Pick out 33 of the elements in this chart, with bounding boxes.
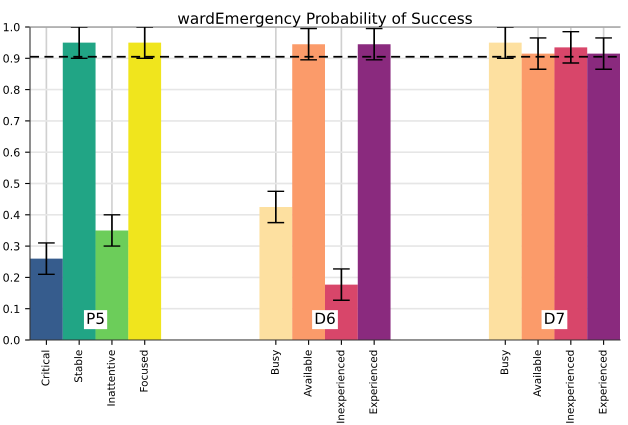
x-tick-label: Experienced — [598, 350, 609, 414]
y-tick-label: 0.8 — [3, 86, 20, 94]
bar — [587, 54, 620, 340]
y-tick-label: 0.1 — [3, 304, 20, 314]
x-tick-label: Busy — [271, 350, 281, 374]
annotation: D7 — [545, 312, 564, 324]
x-tick-label: Busy — [500, 350, 510, 374]
y-tick-label: 0.5 — [3, 179, 20, 188]
y-tick-label: 0.0 — [3, 336, 20, 344]
x-tick-label: Critical — [41, 350, 50, 386]
x-tick-label: Inattentive — [106, 350, 115, 406]
x-tick-label: Available — [533, 350, 542, 397]
y-tick-label: 0.7 — [3, 116, 20, 126]
x-tick-label: Focused — [140, 350, 148, 392]
annotation: D6 — [316, 312, 335, 324]
x-tick-label: Experienced — [369, 350, 380, 414]
y-tick-label: 0.4 — [3, 210, 20, 220]
x-tick-label: Inexperienced — [336, 350, 346, 423]
y-tick-label: 0.6 — [3, 148, 20, 157]
annotation: P5 — [88, 312, 104, 324]
bar — [358, 44, 391, 340]
chart-title: wardEmergency Probability of Success — [178, 12, 472, 27]
x-tick-label: Inexperienced — [566, 350, 576, 423]
y-tick-label: 0.2 — [3, 273, 20, 282]
y-tick-label: 0.9 — [3, 54, 20, 63]
x-tick-label: Available — [304, 350, 312, 397]
bar — [259, 206, 292, 340]
y-tick-label: 0.3 — [3, 242, 20, 250]
bar — [30, 258, 63, 340]
bar — [128, 42, 162, 340]
x-tick-label: Stable — [74, 350, 82, 382]
y-tick-label: 1.0 — [4, 22, 20, 32]
bar — [488, 42, 522, 340]
